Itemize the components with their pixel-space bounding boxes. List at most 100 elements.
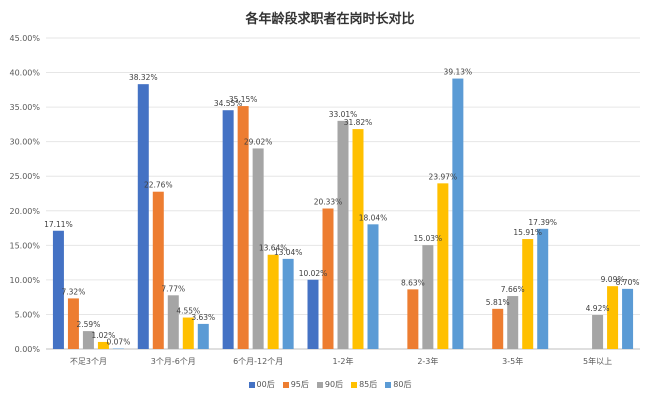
bar (367, 224, 379, 349)
bar (282, 258, 294, 349)
legend-label: 95后 (290, 380, 309, 389)
data-label: 7.32% (62, 287, 86, 296)
bar (537, 228, 549, 349)
data-label: 22.76% (144, 181, 173, 190)
data-label: 20.33% (314, 197, 343, 206)
bar (492, 308, 504, 349)
data-label: 7.77% (161, 284, 185, 293)
data-label: 34.55% (214, 99, 243, 108)
legend-label: 85后 (359, 380, 378, 389)
x-tick-label: 3个月-6个月 (151, 357, 196, 366)
bar (522, 239, 534, 349)
bar (67, 298, 79, 349)
y-tick-label: 5.00% (15, 310, 41, 319)
bar-layer (52, 78, 634, 350)
data-label: 31.82% (344, 118, 373, 127)
bar (82, 331, 94, 349)
bar (222, 110, 234, 350)
x-tick-label: 不足3个月 (70, 357, 107, 366)
data-label: 7.66% (501, 285, 525, 294)
bar (97, 341, 109, 349)
data-label: 9.09% (601, 275, 625, 284)
bar (337, 120, 349, 349)
data-label: 2.59% (77, 320, 101, 329)
legend-item: 85后 (351, 379, 377, 390)
data-label: 15.03% (414, 234, 443, 243)
y-tick-label: 0.00% (15, 345, 41, 354)
data-label: 3.63% (191, 313, 215, 322)
legend-item: 90后 (316, 379, 344, 390)
legend-swatch (282, 381, 289, 388)
bar (197, 323, 209, 349)
bar (252, 148, 264, 349)
data-label: 8.63% (401, 278, 425, 287)
legend-item: 00后 (248, 379, 275, 390)
bar (352, 129, 364, 349)
data-label: 17.11% (44, 220, 73, 229)
x-tick-label: 5年以上 (583, 356, 612, 366)
data-label: 33.01% (329, 110, 358, 119)
data-label: 15.91% (513, 228, 542, 237)
legend-label: 80后 (393, 380, 412, 389)
bar (307, 279, 319, 349)
data-label: 23.97% (429, 172, 458, 181)
bar (507, 296, 519, 349)
data-label: 13.04% (274, 248, 303, 257)
legend-label: 00后 (256, 380, 275, 389)
legend-swatch (385, 381, 392, 388)
y-tick-label: 35.00% (9, 103, 40, 112)
legend-item: 95后 (282, 379, 309, 390)
legend-swatch (316, 381, 323, 388)
y-tick-label: 30.00% (9, 138, 40, 147)
bar (182, 317, 194, 349)
y-tick-label: 25.00% (9, 172, 40, 181)
x-tick-label: 2-3年 (417, 356, 438, 366)
data-label: 17.39% (528, 218, 557, 227)
bar (607, 286, 619, 349)
data-label: 13.64% (259, 244, 288, 253)
data-label: 35.15% (229, 95, 258, 104)
y-tick-label: 10.00% (9, 276, 40, 285)
legend-swatch (248, 381, 255, 388)
legend: 00后 95后 90后 85后 80后 (0, 379, 660, 390)
chart-title: 各年龄段求职者在岗时长对比 (245, 12, 415, 27)
legend-swatch (351, 381, 358, 388)
data-label: 8.70% (616, 278, 640, 287)
data-label: 38.32% (129, 73, 158, 82)
x-tick-label: 1-2年 (332, 356, 353, 366)
data-label: 4.92% (586, 304, 610, 313)
bar (52, 230, 64, 349)
bar (437, 183, 449, 349)
data-label: 1.02% (92, 331, 116, 340)
bar (267, 254, 279, 349)
data-label: 29.02% (244, 137, 273, 146)
legend-label: 90后 (324, 380, 344, 389)
data-label-layer: 17.11% 7.32% 2.59% 1.02%0.07% 38.32% 22.76% 7.… (44, 68, 639, 347)
bar (322, 208, 334, 349)
data-label: 0.07% (107, 338, 131, 347)
x-tick-label: 6个月-12个月 (233, 357, 283, 366)
y-tick-label: 20.00% (9, 207, 40, 216)
x-tick-label: 3-5年 (502, 356, 523, 366)
bar (622, 288, 634, 349)
y-tick-label: 40.00% (9, 69, 40, 78)
bar (167, 295, 179, 349)
data-label: 18.04% (359, 213, 388, 222)
y-tick-label: 45.00% (9, 34, 40, 43)
bar (422, 245, 434, 349)
data-label: 5.81% (486, 298, 510, 307)
bar (137, 84, 149, 349)
bar (452, 78, 464, 349)
data-label: 10.02% (299, 269, 328, 278)
y-tick-label: 15.00% (9, 241, 40, 250)
bar (592, 314, 604, 349)
bar (237, 106, 249, 349)
bar (407, 289, 419, 349)
data-label: 4.55% (176, 307, 200, 316)
data-label: 39.13% (444, 68, 473, 77)
axis-layer: 0.00% 5.00% 10.00% 15.00% 20.00% 25.00% 30.00%… (9, 34, 612, 366)
legend-item: 80后 (385, 379, 411, 390)
bar (152, 191, 164, 349)
